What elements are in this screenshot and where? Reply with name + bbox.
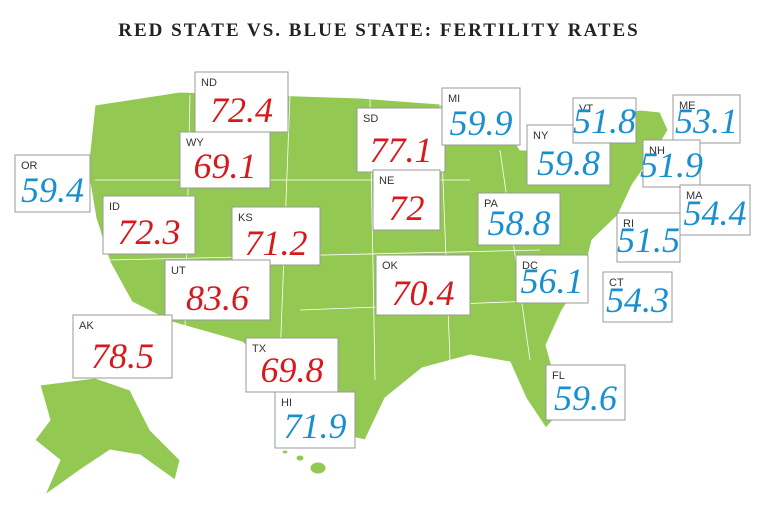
rate-value: 59.9 [450, 103, 513, 143]
callout-box [372, 169, 441, 231]
state-label: ME [679, 100, 696, 112]
callout-box [245, 337, 339, 393]
state-label: TX [252, 343, 267, 355]
rate-value: 54.3 [606, 280, 669, 320]
state-label: CT [609, 277, 624, 289]
rate-value: 54.4 [684, 193, 747, 233]
rate-value: 59.4 [21, 170, 84, 210]
callout-box [477, 192, 561, 246]
hawaii [309, 461, 327, 475]
rate-value: 83.6 [186, 278, 249, 318]
callout-box [642, 139, 701, 188]
rate-value: 51.9 [640, 145, 703, 185]
rate-value: 78.5 [91, 336, 154, 376]
rate-value: 51.8 [573, 101, 636, 141]
state-label: AK [79, 320, 94, 332]
callout-box [602, 271, 673, 323]
callout-box [72, 314, 173, 379]
state-label: DC [522, 260, 538, 272]
state-label: RI [623, 218, 634, 230]
callout-box [179, 131, 271, 189]
rate-value: 72 [389, 188, 425, 228]
state-label: UT [171, 265, 186, 277]
state-label: NY [533, 130, 549, 142]
state-label: MI [448, 93, 460, 105]
rate-value: 72.4 [210, 90, 273, 130]
callout-box [515, 254, 589, 304]
callout-box [14, 154, 91, 213]
callout-box [441, 87, 521, 146]
state-label: SD [363, 113, 378, 125]
alaska [34, 377, 181, 497]
callout-box [356, 107, 446, 173]
state-label: MA [686, 190, 703, 202]
state-label: HI [281, 397, 292, 409]
state-label: OR [21, 160, 38, 172]
hawaii [281, 449, 289, 455]
rate-value: 56.1 [521, 261, 584, 301]
state-label: ID [109, 201, 120, 213]
rate-value: 71.2 [245, 223, 308, 263]
rate-value: 69.1 [194, 146, 257, 186]
title: RED STATE VS. BLUE STATE: FERTILITY RATE… [118, 20, 639, 41]
state-label: VT [579, 103, 593, 115]
state-label: NE [379, 175, 394, 187]
callout-box [194, 71, 289, 133]
callout-box [102, 195, 196, 255]
state-label: FL [552, 370, 565, 382]
rate-value: 72.3 [118, 212, 181, 252]
callout-box [375, 254, 471, 316]
state-label: WY [186, 137, 204, 149]
callout-box [679, 184, 751, 236]
callout-box [274, 391, 356, 449]
rate-value: 69.8 [261, 350, 324, 390]
callout-box [231, 206, 321, 266]
callout: AK 78.5 [72, 314, 173, 379]
state-label: ND [201, 77, 217, 89]
callout-box [545, 364, 626, 421]
callout: SD 77.1 [356, 107, 446, 173]
state-label: PA [484, 198, 499, 210]
rate-value: 59.6 [554, 378, 617, 418]
callout-box [164, 259, 271, 321]
rate-value: 59.8 [537, 143, 600, 183]
hawaii [295, 454, 305, 462]
rate-value: 58.8 [488, 203, 551, 243]
state-label: NH [649, 145, 665, 157]
rate-value: 53.1 [675, 101, 738, 141]
callout-box [616, 212, 681, 263]
state-label: KS [238, 212, 253, 224]
rate-value: 71.9 [284, 406, 347, 446]
callout-box [572, 97, 637, 144]
rate-value: 51.5 [617, 220, 680, 260]
callout-box [672, 94, 741, 144]
rate-value: 77.1 [370, 130, 433, 170]
state-label: OK [382, 260, 399, 272]
rate-value: 70.4 [392, 273, 455, 313]
